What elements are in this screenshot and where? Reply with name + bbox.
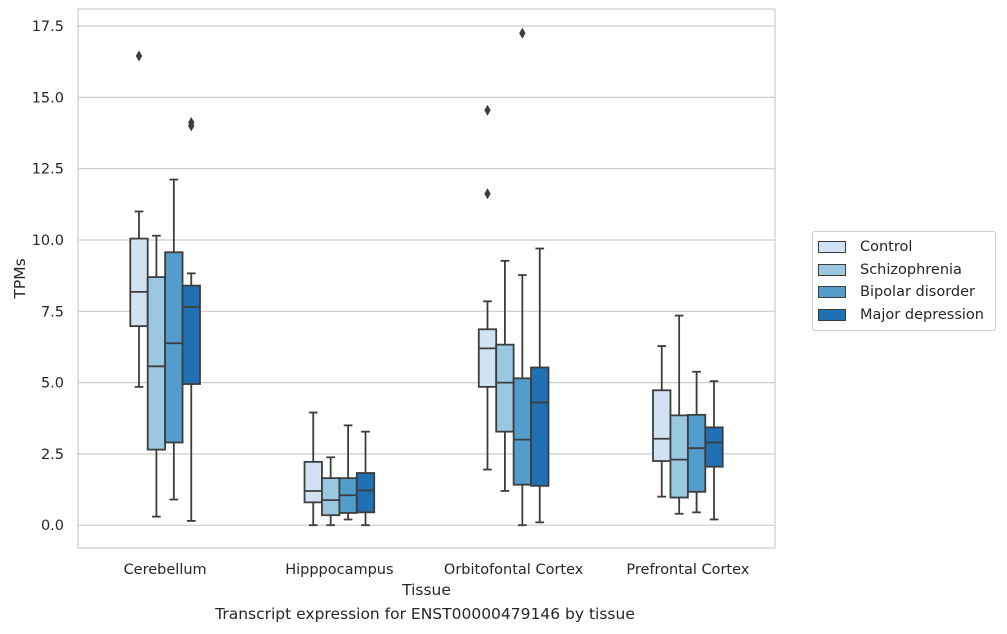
box-schizophrenia: [495, 259, 515, 492]
y-axis-label: TPMs: [11, 258, 29, 299]
box-body: [704, 426, 724, 468]
y-tick-label: 12.5: [32, 162, 64, 178]
box-body: [129, 237, 149, 328]
legend-item: Schizophrenia: [813, 259, 995, 282]
y-tick-label: 5.0: [41, 376, 64, 392]
y-tick-labels: 0.0 2.5 5.0 7.5 10.0 12.5 15.0 17.5: [32, 19, 64, 534]
box-control: [477, 104, 498, 471]
legend-swatch: [818, 263, 846, 276]
outlier-point: [484, 188, 491, 200]
y-tick-label: 7.5: [41, 304, 64, 320]
box-schizophrenia: [146, 234, 167, 518]
box-major-depression: [181, 117, 201, 522]
legend-label: Schizophrenia: [860, 261, 962, 278]
box-bipolar-disorder: [164, 178, 184, 501]
x-tick-label: Hipppocampus: [285, 562, 393, 578]
box-body: [303, 460, 323, 504]
x-tick-labels: Cerebellum Hipppocampus Orbitofontal Corte…: [124, 562, 750, 578]
box-body: [477, 328, 498, 388]
outlier-point: [188, 117, 195, 129]
box-control: [303, 411, 323, 527]
x-tick-label: Cerebellum: [124, 562, 207, 578]
x-tick-label: Orbitofontal Cortex: [444, 562, 584, 578]
legend-label: Control: [860, 239, 913, 256]
box-schizophrenia: [669, 314, 689, 515]
plot-frame: [77, 8, 776, 549]
box-major-depression: [704, 380, 724, 521]
box-body: [146, 276, 167, 451]
box-body: [164, 251, 184, 444]
box-body: [181, 284, 201, 385]
y-tick-label: 2.5: [41, 447, 64, 463]
y-tick-label: 17.5: [32, 19, 64, 35]
legend-label: Major depression: [860, 307, 984, 324]
box-control: [652, 345, 672, 498]
box-body: [495, 343, 515, 433]
box-body: [512, 377, 532, 486]
outlier-point: [135, 50, 143, 62]
y-tick-label: 15.0: [32, 90, 64, 106]
x-axis-label: Tissue: [401, 581, 451, 599]
legend-item: Control: [813, 236, 995, 259]
box-bipolar-disorder: [512, 27, 532, 527]
legend-swatch: [818, 286, 846, 299]
box-control: [129, 50, 149, 388]
legend-label: Bipolar disorder: [860, 284, 975, 301]
box-body: [652, 389, 672, 462]
outlier-point: [484, 104, 491, 116]
box-schizophrenia: [321, 456, 341, 527]
box-bipolar-disorder: [686, 370, 707, 514]
box-body: [530, 366, 550, 487]
y-tick-label: 0.0: [41, 518, 64, 534]
y-tick-label: 10.0: [32, 233, 64, 249]
legend-swatch: [818, 309, 846, 322]
figure-caption: Transcript expression for ENST0000047914…: [215, 605, 635, 623]
legend-item: Major depression: [813, 304, 995, 327]
box-body: [669, 414, 689, 499]
x-tick-label: Prefrontal Cortex: [626, 562, 749, 578]
legend-item: Bipolar disorder: [813, 281, 995, 304]
box-body: [355, 472, 376, 514]
legend: Control Schizophrenia Bipolar disorder Majo…: [812, 231, 996, 332]
boxes-layer: [129, 27, 724, 527]
legend-swatch: [818, 241, 846, 254]
box-bipolar-disorder: [338, 424, 358, 521]
box-major-depression: [530, 247, 550, 524]
box-body: [686, 413, 707, 493]
box-body: [321, 477, 341, 517]
box-major-depression: [355, 430, 376, 527]
outlier-point: [519, 27, 526, 39]
